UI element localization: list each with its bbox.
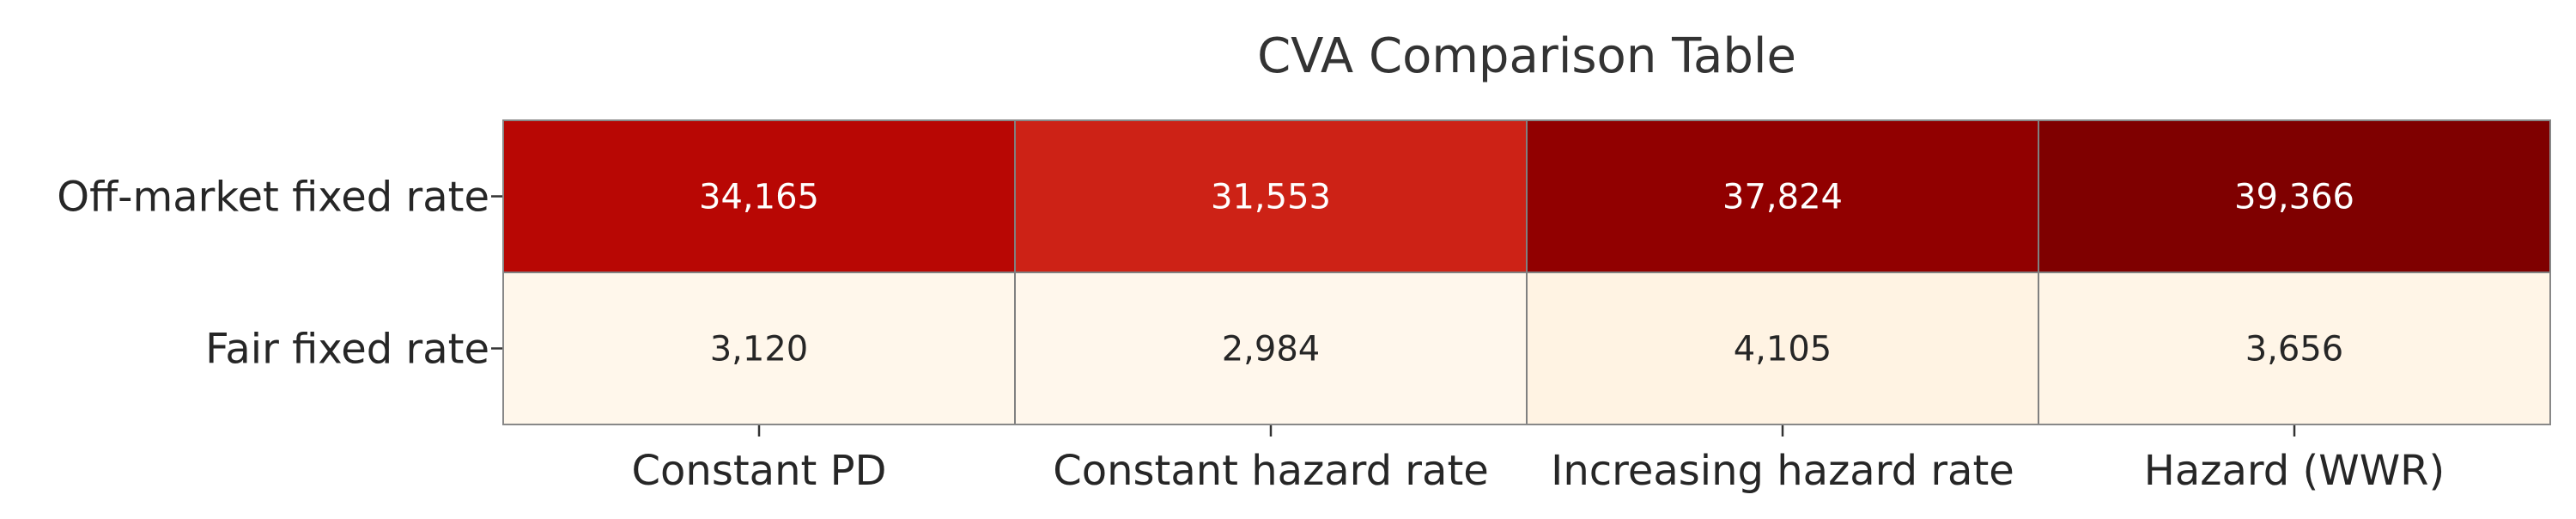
cell-value-label: 2,984 — [1222, 330, 1321, 369]
cell-value-label: 3,656 — [2245, 330, 2344, 369]
cell-value-label: 3,120 — [710, 330, 809, 369]
plot-frame — [502, 119, 2551, 425]
heatmap-cells — [502, 119, 2551, 425]
cell-value-label: 37,824 — [1722, 178, 1843, 217]
y-tick-label: Fair fixed rate — [205, 326, 489, 374]
heatmap-cell — [2038, 119, 2551, 273]
axis-ticks — [491, 195, 2296, 437]
x-tick-label: Increasing hazard rate — [1551, 447, 2014, 495]
heatmap-cell — [2038, 272, 2551, 425]
cell-value-label: 31,553 — [1211, 178, 1331, 217]
x-tick-label: Hazard (WWR) — [2144, 447, 2445, 495]
y-tick-label: Off-market fixed rate — [57, 174, 489, 222]
x-tick-label: Constant PD — [632, 447, 887, 495]
heatmap-cell — [1526, 272, 2039, 425]
chart-title: CVA Comparison Table — [1257, 28, 1796, 84]
heatmap-value-labels: 34,165 31,553 37,824 39,366 3,120 2,984 4,105 3… — [699, 178, 2354, 369]
cell-value-label: 39,366 — [2234, 178, 2354, 217]
heatmap-cell — [502, 119, 1016, 273]
heatmap-cell — [1526, 119, 2039, 273]
x-tick-label: Constant hazard rate — [1053, 447, 1489, 495]
cell-value-label: 34,165 — [699, 178, 819, 217]
cell-value-label: 4,105 — [1734, 330, 1832, 369]
axis-tick-labels: Constant PD Constant hazard rate Increasin… — [57, 174, 2445, 496]
